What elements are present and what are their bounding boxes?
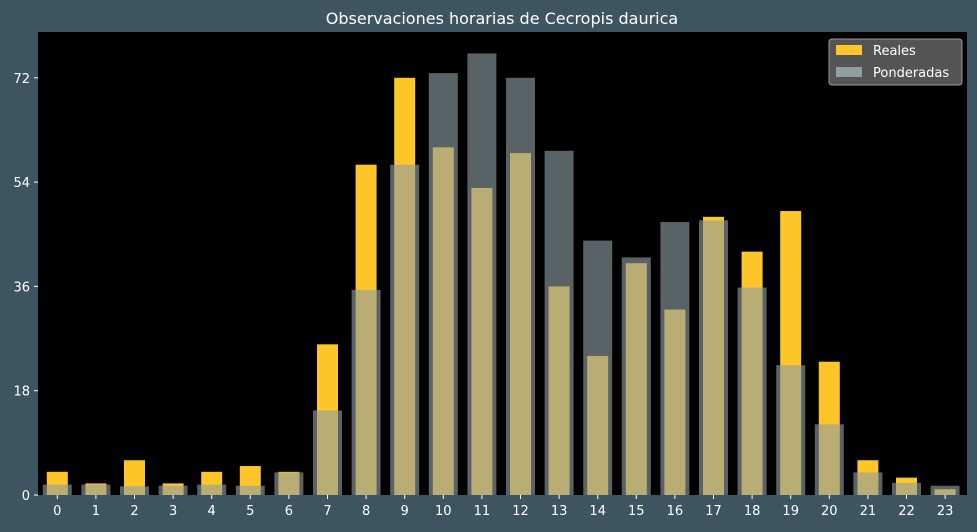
x-tick-label-9: 9 [401,504,409,519]
x-tick-label-13: 13 [551,504,568,519]
x-tick-label-7: 7 [323,504,331,519]
bar-ponderadas-16 [660,222,690,496]
x-tick-label-3: 3 [169,504,177,519]
x-tick-label-22: 22 [898,504,915,519]
bar-ponderadas-11 [467,53,497,495]
x-tick-label-10: 10 [435,504,452,519]
x-tick-label-19: 19 [782,504,799,519]
x-tick-label-12: 12 [512,504,529,519]
x-tick-label-15: 15 [628,504,645,519]
bar-ponderadas-2 [120,486,149,495]
x-tick-label-14: 14 [589,504,606,519]
bar-ponderadas-5 [235,485,265,495]
x-tick-label-11: 11 [474,504,491,519]
bar-ponderadas-3 [158,485,188,495]
legend-swatch-ponderadas [836,67,862,77]
x-tick-label-6: 6 [285,504,293,519]
axes-layer: 0 1 2 3 4 5 6 7 8 9 10 11 12 13 14 15 16 17 18 19 20 21 22 2301… [13,72,953,519]
y-tick-label-36: 36 [13,280,30,295]
bar-ponderadas-13 [544,150,574,495]
bar-ponderadas-20 [814,424,844,495]
x-tick-label-8: 8 [362,504,370,519]
x-tick-label-5: 5 [246,504,254,519]
legend-label-reales: Reales [873,44,916,59]
y-tick-label-72: 72 [13,72,30,87]
bar-ponderadas-1 [81,484,111,495]
legend-box [828,38,963,86]
legend: Reales Ponderadas [828,38,963,86]
bar-ponderadas-18 [737,287,767,495]
bar-ponderadas-21 [853,472,883,495]
bar-ponderadas-23 [930,485,960,495]
bar-ponderadas-6 [274,472,304,495]
bar-ponderadas-17 [699,220,728,495]
x-tick-label-18: 18 [744,504,761,519]
bar-ponderadas-7 [313,410,342,495]
bar-ponderadas-8 [351,289,381,495]
x-tick-label-0: 0 [53,504,61,519]
bar-ponderadas-15 [621,257,651,495]
x-tick-label-20: 20 [821,504,838,519]
bar-ponderadas-4 [197,484,227,495]
bar-ponderadas-14 [583,240,613,495]
x-tick-label-23: 23 [937,504,954,519]
legend-label-ponderadas: Ponderadas [873,66,949,81]
bar-ponderadas-0 [42,484,72,495]
bar-ponderadas-12 [506,77,535,495]
bar-ponderadas-22 [892,482,921,495]
x-tick-label-21: 21 [860,504,877,519]
bar-ponderadas-10 [428,73,458,496]
x-tick-label-4: 4 [208,504,216,519]
bars-layer [42,53,960,496]
y-tick-label-0: 0 [22,489,30,504]
x-tick-label-1: 1 [92,504,100,519]
bar-ponderadas-19 [776,365,806,495]
chart-title: Observaciones horarias de Cecropis dauri… [326,9,678,28]
bar-ponderadas-9 [390,164,420,495]
x-tick-label-2: 2 [130,504,138,519]
y-tick-label-18: 18 [13,385,30,400]
plot-area [38,32,967,495]
x-tick-label-17: 17 [705,504,722,519]
legend-swatch-reales [836,45,862,55]
y-tick-label-54: 54 [13,176,30,191]
x-tick-label-16: 16 [667,504,684,519]
